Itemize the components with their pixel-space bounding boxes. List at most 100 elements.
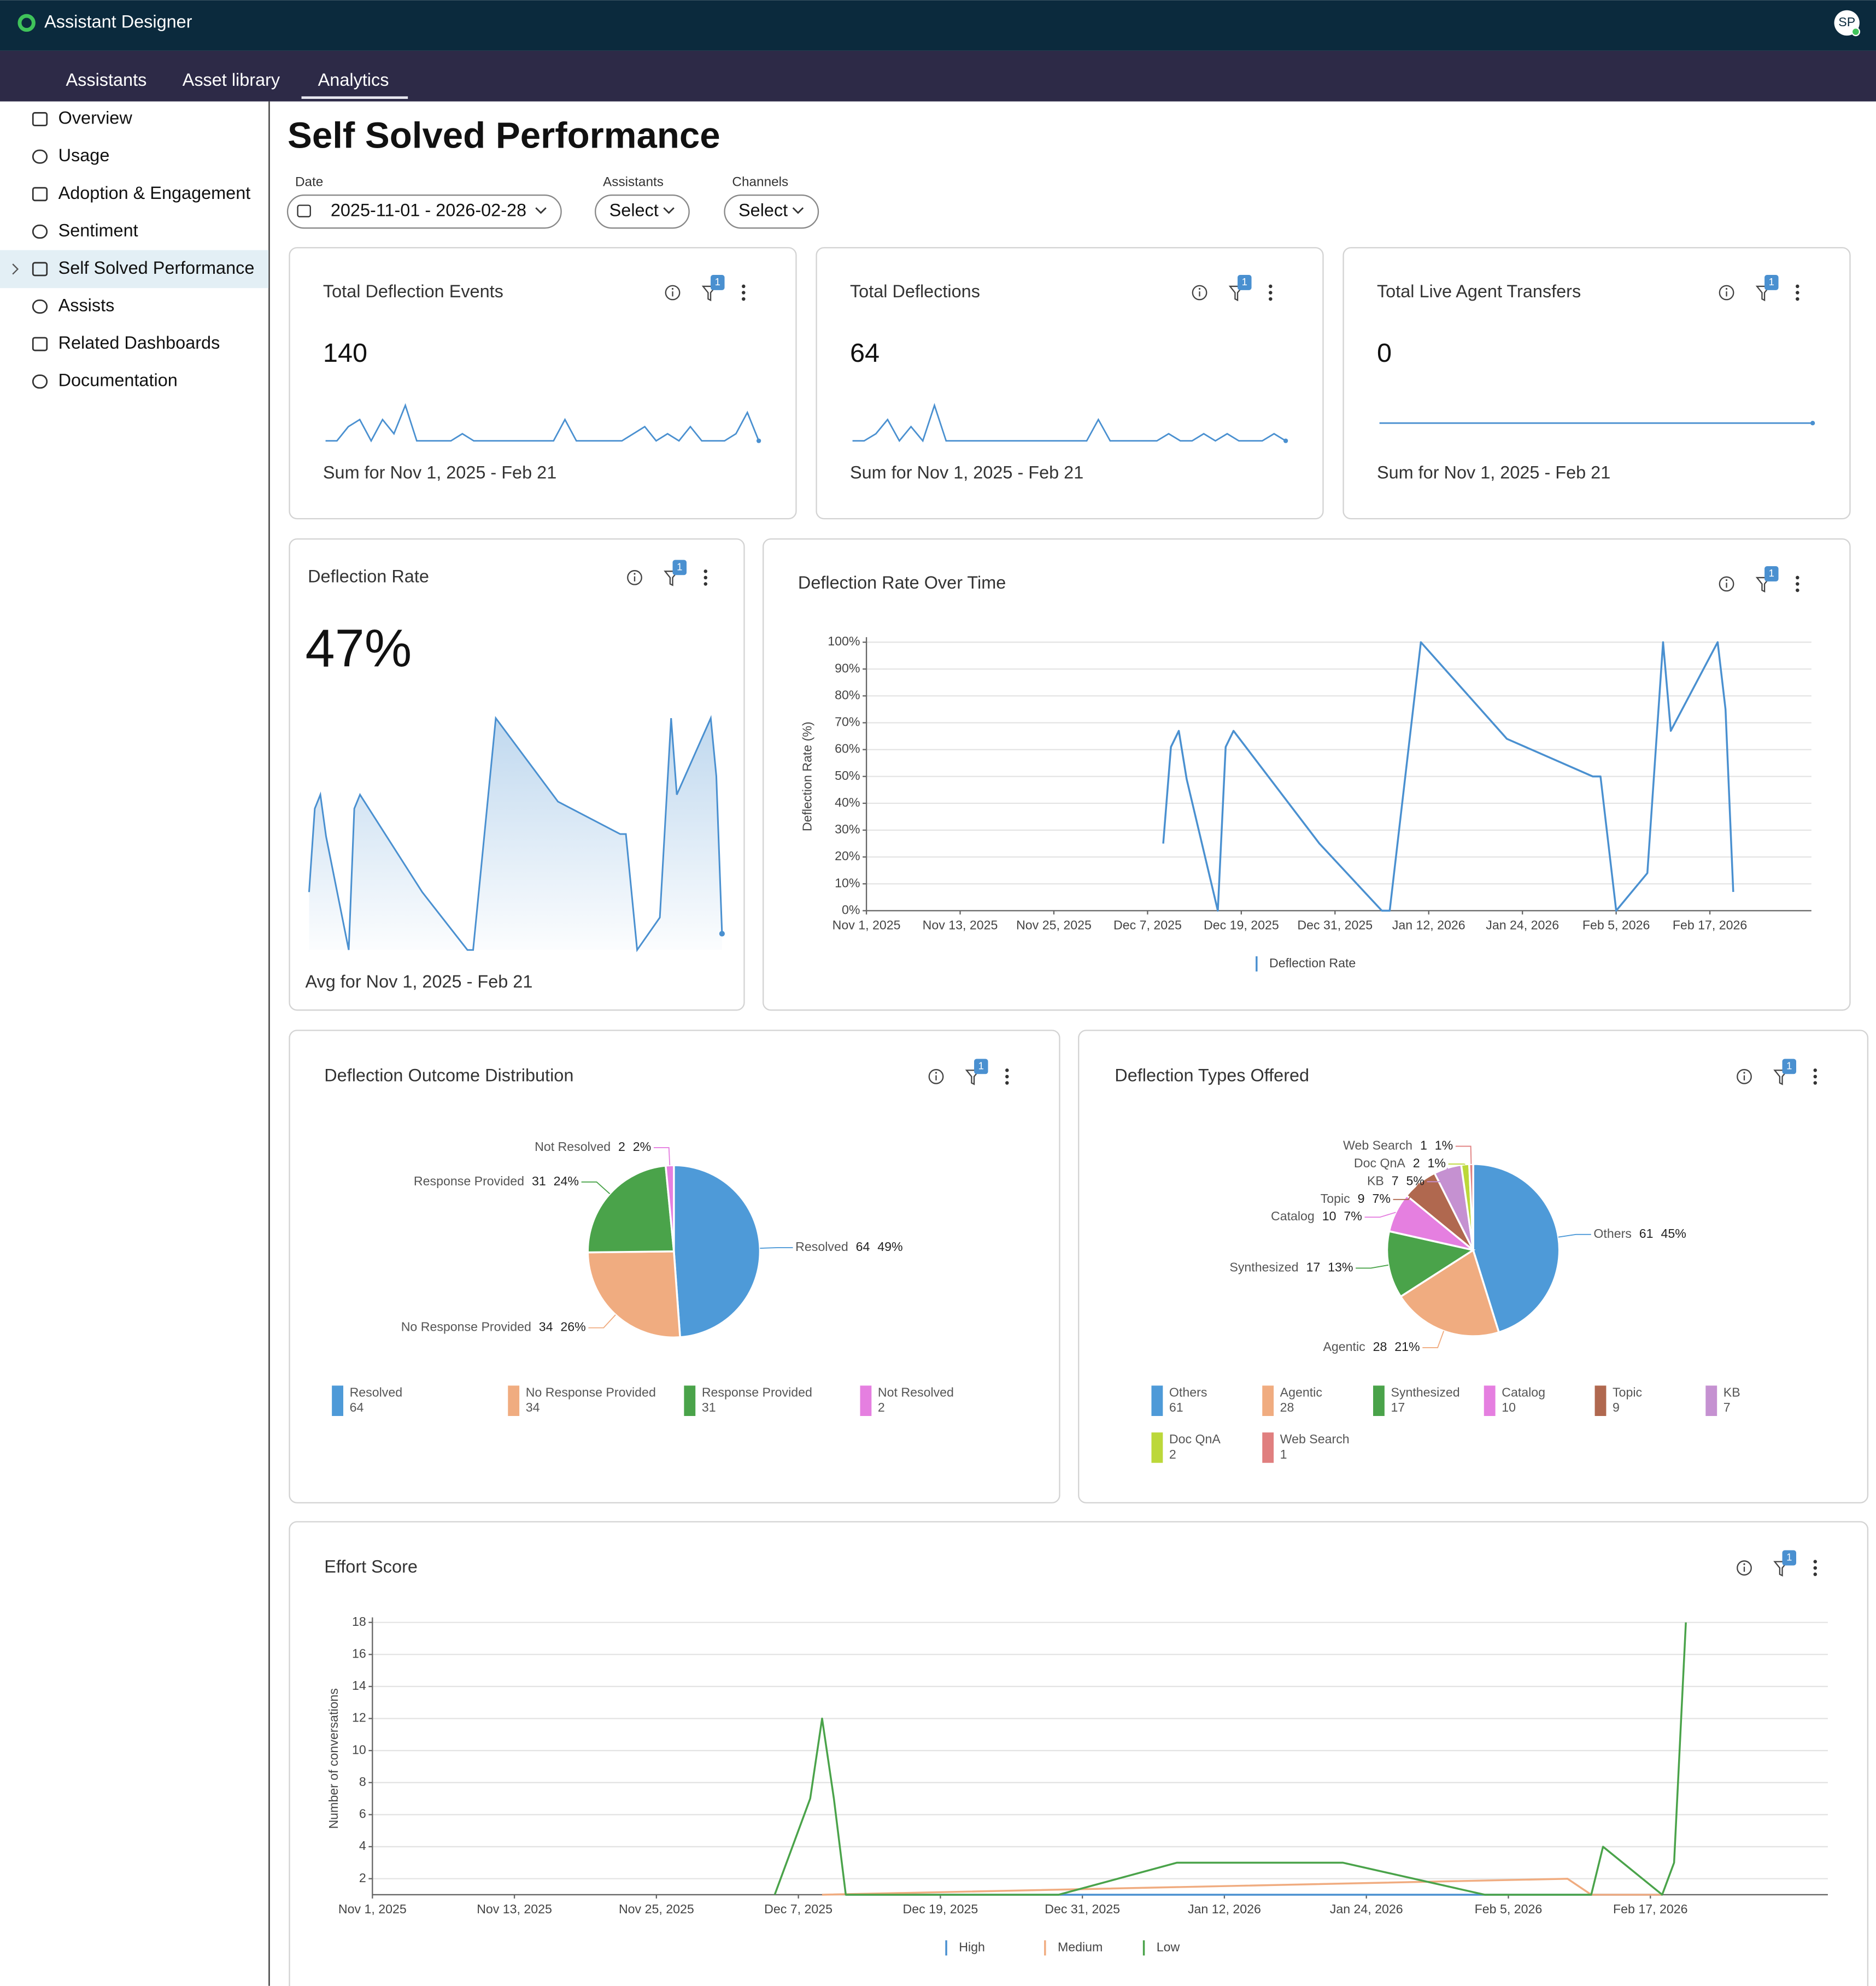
sidebar-item[interactable]: Sentiment bbox=[58, 220, 138, 240]
filter-dropdown[interactable] bbox=[594, 194, 690, 229]
filter-dropdown[interactable] bbox=[286, 194, 562, 229]
filter-badge bbox=[1782, 1550, 1797, 1566]
kpi-value: 47% bbox=[305, 618, 412, 678]
sparkline-end bbox=[1283, 438, 1288, 443]
pie-slice bbox=[673, 1164, 761, 1338]
legend-label[interactable]: Others bbox=[1169, 1385, 1207, 1399]
info-icon[interactable] bbox=[1737, 1560, 1752, 1576]
y-tick-label: 4 bbox=[359, 1838, 366, 1853]
y-tick-label: 10 bbox=[352, 1742, 366, 1756]
nav-tab[interactable]: Assistants bbox=[66, 70, 147, 90]
app-title: Assistant Designer bbox=[44, 11, 192, 31]
legend-value: 31 bbox=[702, 1400, 716, 1414]
filter-badge bbox=[974, 1059, 988, 1074]
filter-dropdown[interactable] bbox=[724, 194, 819, 229]
card-title: Total Deflection Events bbox=[323, 281, 503, 301]
x-tick-label: Nov 1, 2025 bbox=[833, 918, 901, 932]
sidebar-icon bbox=[32, 149, 48, 164]
legend-label[interactable]: Low bbox=[1157, 1940, 1180, 1954]
info-icon[interactable] bbox=[1192, 285, 1207, 301]
sidebar-item[interactable]: Related Dashboards bbox=[58, 333, 220, 352]
info-icon-dot bbox=[634, 573, 636, 575]
y-tick-label: 100% bbox=[828, 634, 860, 648]
legend-label[interactable]: Deflection Rate bbox=[1269, 956, 1356, 970]
filter-label: Date bbox=[295, 174, 323, 189]
card-title: Effort Score bbox=[324, 1557, 418, 1577]
x-tick-label: Feb 5, 2026 bbox=[1582, 918, 1650, 932]
legend-label[interactable]: Doc QnA bbox=[1169, 1432, 1221, 1446]
pie-slice bbox=[1468, 1163, 1474, 1250]
leader-line bbox=[588, 1314, 616, 1329]
menu-icon-dot bbox=[1796, 291, 1799, 295]
legend-label[interactable]: Agentic bbox=[1280, 1385, 1322, 1399]
info-icon[interactable] bbox=[665, 285, 681, 301]
legend-label[interactable]: Response Provided bbox=[702, 1385, 812, 1399]
nav-tab[interactable]: Asset library bbox=[183, 70, 280, 90]
app-logo bbox=[17, 14, 36, 32]
info-icon[interactable] bbox=[1719, 285, 1734, 301]
legend-label[interactable]: High bbox=[959, 1940, 985, 1954]
filter-badge-count: 1 bbox=[677, 561, 682, 572]
leader-line bbox=[1422, 1331, 1445, 1348]
x-tick-label: Jan 24, 2026 bbox=[1486, 918, 1559, 932]
sidebar-item[interactable]: Self Solved Performance bbox=[58, 258, 255, 278]
pie-label-percent: 7% bbox=[1344, 1209, 1362, 1223]
menu-icon-dot bbox=[1813, 1560, 1818, 1564]
info-icon[interactable] bbox=[1719, 576, 1734, 592]
info-icon[interactable] bbox=[928, 1069, 944, 1084]
area-fill bbox=[309, 718, 722, 950]
filter-badge-count: 1 bbox=[1786, 1060, 1792, 1071]
sidebar-icon bbox=[32, 337, 48, 351]
x-tick-label: Dec 7, 2025 bbox=[764, 1902, 833, 1916]
pie-label-percent: 26% bbox=[560, 1320, 585, 1334]
legend-label[interactable]: No Response Provided bbox=[526, 1385, 656, 1399]
info-icon[interactable] bbox=[1737, 1069, 1752, 1084]
sidebar-item[interactable]: Usage bbox=[58, 145, 110, 165]
filter-value: 2025-11-01 - 2026-02-28 bbox=[331, 201, 526, 220]
sidebar-item[interactable]: Documentation bbox=[58, 371, 178, 390]
kpi-caption: Sum for Nov 1, 2025 - Feb 21 bbox=[850, 462, 1083, 482]
card-title: Deflection Rate bbox=[308, 566, 429, 586]
menu-icon-dot bbox=[1796, 582, 1799, 586]
sidebar-item[interactable]: Overview bbox=[58, 108, 133, 128]
pie-label-percent: 21% bbox=[1394, 1339, 1420, 1354]
info-icon[interactable] bbox=[627, 570, 642, 585]
expand-chevron bbox=[12, 263, 19, 275]
dropdown-chevron bbox=[792, 207, 804, 214]
pie-label: Resolved 64 49% bbox=[795, 1239, 902, 1254]
legend-swatch bbox=[332, 1385, 344, 1416]
pie-slice bbox=[1399, 1248, 1500, 1337]
pie-label-value: 9 bbox=[1358, 1191, 1365, 1206]
kpi-caption: Sum for Nov 1, 2025 - Feb 21 bbox=[1377, 462, 1610, 482]
filter-badge bbox=[1764, 275, 1779, 290]
nav-tab[interactable]: Analytics bbox=[318, 70, 389, 90]
legend-label[interactable]: Synthesized bbox=[1391, 1385, 1459, 1399]
series-line bbox=[822, 1878, 1662, 1896]
pie-label: Catalog 10 7% bbox=[1271, 1209, 1362, 1223]
sidebar-item[interactable]: Assists bbox=[58, 296, 115, 315]
pie-label-name: Catalog bbox=[1271, 1209, 1315, 1223]
leader-line bbox=[1393, 1182, 1420, 1200]
legend-label[interactable]: Web Search bbox=[1280, 1432, 1350, 1446]
series-line bbox=[1162, 641, 1734, 912]
y-axis-label: Deflection Rate (%) bbox=[800, 721, 814, 831]
card-title: Deflection Types Offered bbox=[1115, 1066, 1309, 1085]
legend-label[interactable]: Catalog bbox=[1502, 1385, 1545, 1399]
x-tick-label: Nov 13, 2025 bbox=[923, 918, 998, 932]
card-title: Total Deflections bbox=[850, 281, 980, 301]
menu-icon-dot bbox=[1796, 284, 1799, 289]
pie-slice bbox=[1472, 1163, 1561, 1334]
legend-swatch bbox=[1151, 1385, 1163, 1416]
y-tick-label: 50% bbox=[835, 768, 860, 783]
sparkline bbox=[852, 403, 1286, 443]
x-tick-label: Nov 1, 2025 bbox=[338, 1902, 407, 1916]
legend-label[interactable]: Topic bbox=[1613, 1385, 1642, 1399]
legend-label[interactable]: KB bbox=[1723, 1385, 1740, 1399]
pie-label-name: Not Resolved bbox=[535, 1139, 611, 1154]
legend-label[interactable]: Medium bbox=[1058, 1940, 1103, 1954]
legend-label[interactable]: Resolved bbox=[350, 1385, 403, 1399]
legend-value: 17 bbox=[1391, 1400, 1405, 1414]
legend-label[interactable]: Not Resolved bbox=[878, 1385, 954, 1399]
x-tick-label: Jan 24, 2026 bbox=[1330, 1902, 1403, 1916]
sidebar-item[interactable]: Adoption & Engagement bbox=[58, 183, 251, 203]
